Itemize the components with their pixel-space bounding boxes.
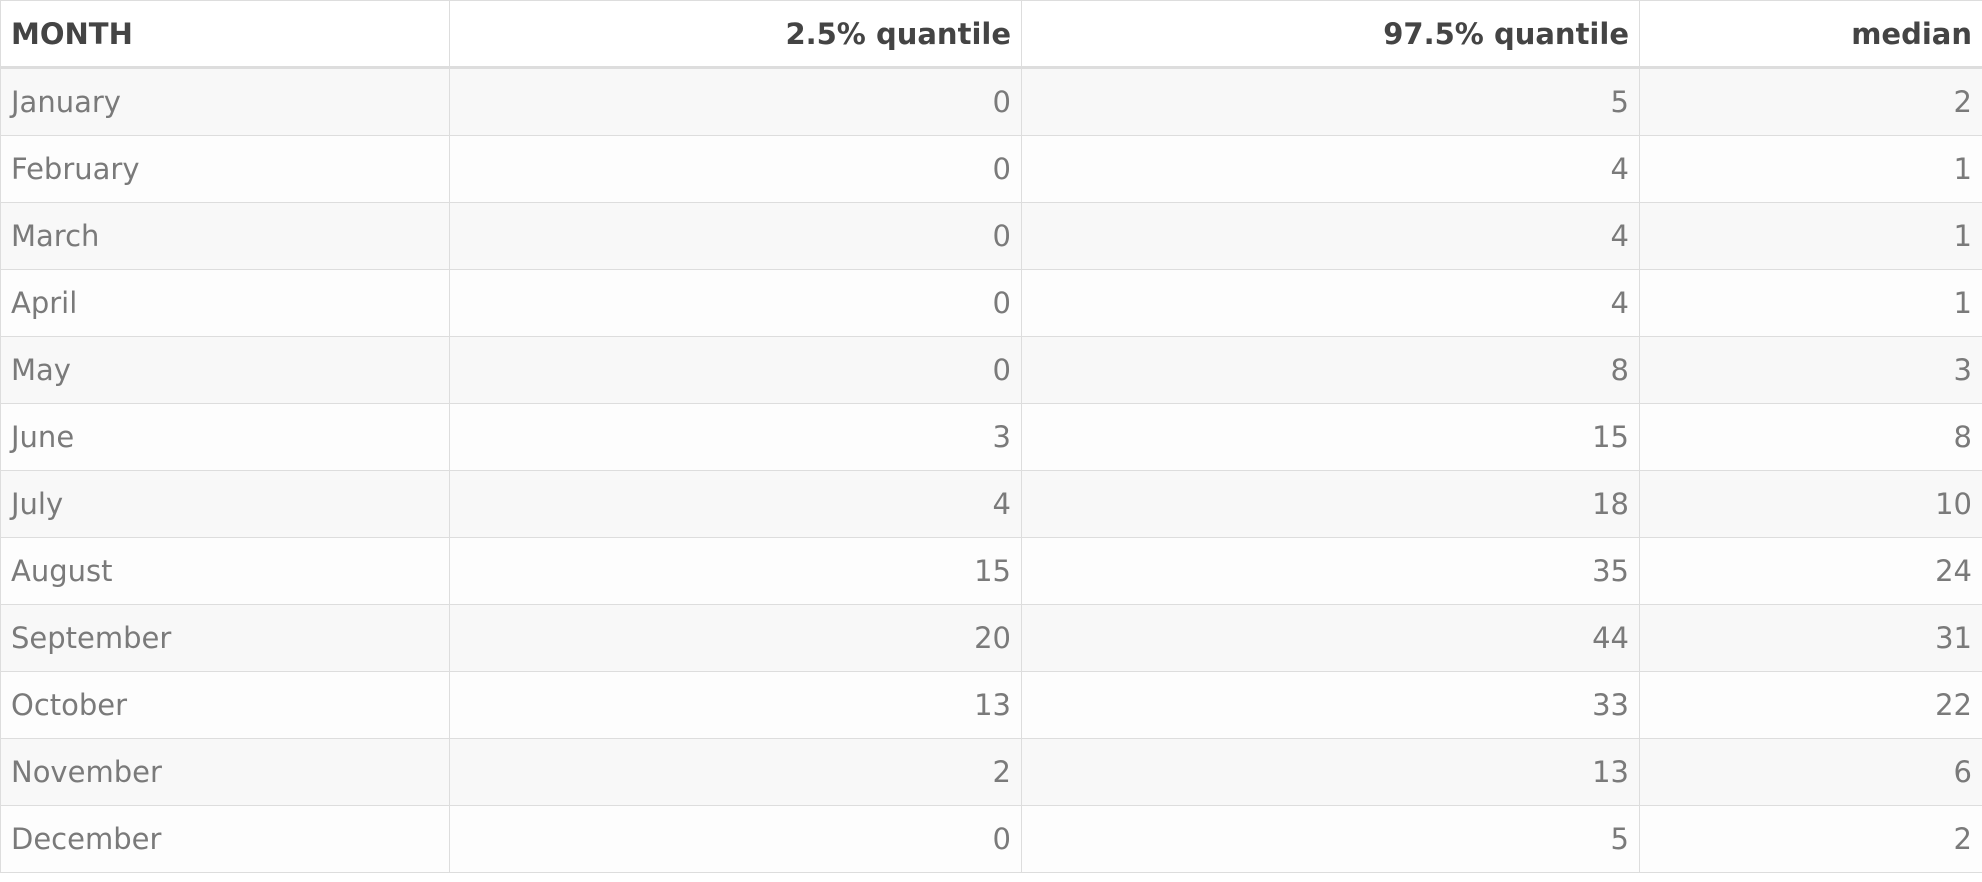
cell-q975: 4 (1021, 202, 1640, 270)
table-row: July 4 18 10 (0, 470, 1982, 538)
cell-q975: 44 (1021, 604, 1640, 672)
cell-q975: 35 (1021, 537, 1640, 605)
cell-month: April (0, 269, 450, 337)
cell-q975: 8 (1021, 336, 1640, 404)
table-row: January 0 5 2 (0, 67, 1982, 136)
cell-median: 22 (1639, 671, 1982, 739)
cell-median: 8 (1639, 403, 1982, 471)
cell-month: July (0, 470, 450, 538)
cell-median: 1 (1639, 269, 1982, 337)
cell-month: November (0, 738, 450, 806)
cell-q025: 0 (449, 269, 1022, 337)
cell-q025: 15 (449, 537, 1022, 605)
cell-median: 6 (1639, 738, 1982, 806)
cell-month: May (0, 336, 450, 404)
cell-q025: 20 (449, 604, 1022, 672)
cell-q025: 4 (449, 470, 1022, 538)
table-row: August 15 35 24 (0, 537, 1982, 605)
cell-median: 31 (1639, 604, 1982, 672)
cell-q975: 13 (1021, 738, 1640, 806)
cell-month: February (0, 135, 450, 203)
table-row: June 3 15 8 (0, 403, 1982, 471)
table-row: April 0 4 1 (0, 269, 1982, 337)
cell-q975: 4 (1021, 269, 1640, 337)
cell-median: 2 (1639, 67, 1982, 136)
header-q025[interactable]: 2.5% quantile (449, 0, 1022, 69)
cell-median: 2 (1639, 805, 1982, 873)
cell-q975: 15 (1021, 403, 1640, 471)
cell-median: 1 (1639, 202, 1982, 270)
cell-month: January (0, 67, 450, 136)
table-body: January 0 5 2 February 0 4 1 March 0 4 1 April 0 4 1 May… (0, 67, 1982, 873)
cell-q975: 4 (1021, 135, 1640, 203)
cell-q025: 0 (449, 67, 1022, 136)
cell-q975: 18 (1021, 470, 1640, 538)
cell-month: August (0, 537, 450, 605)
cell-month: December (0, 805, 450, 873)
cell-q025: 2 (449, 738, 1022, 806)
cell-q025: 3 (449, 403, 1022, 471)
cell-median: 1 (1639, 135, 1982, 203)
table-row: March 0 4 1 (0, 202, 1982, 270)
cell-month: October (0, 671, 450, 739)
cell-q025: 0 (449, 135, 1022, 203)
header-q975[interactable]: 97.5% quantile (1021, 0, 1640, 69)
header-median[interactable]: median (1639, 0, 1982, 69)
cell-q025: 0 (449, 336, 1022, 404)
table-row: October 13 33 22 (0, 671, 1982, 739)
cell-q025: 0 (449, 202, 1022, 270)
header-row: MONTH 2.5% quantile 97.5% quantile media… (0, 0, 1982, 69)
table-header: MONTH 2.5% quantile 97.5% quantile media… (0, 0, 1982, 69)
cell-q975: 33 (1021, 671, 1640, 739)
cell-month: September (0, 604, 450, 672)
table-row: September 20 44 31 (0, 604, 1982, 672)
cell-q975: 5 (1021, 67, 1640, 136)
cell-median: 10 (1639, 470, 1982, 538)
table-row: December 0 5 2 (0, 805, 1982, 873)
table-row: November 2 13 6 (0, 738, 1982, 806)
cell-median: 24 (1639, 537, 1982, 605)
table-row: May 0 8 3 (0, 336, 1982, 404)
table-row: February 0 4 1 (0, 135, 1982, 203)
cell-q025: 0 (449, 805, 1022, 873)
cell-q025: 13 (449, 671, 1022, 739)
cell-q975: 5 (1021, 805, 1640, 873)
cell-month: June (0, 403, 450, 471)
cell-median: 3 (1639, 336, 1982, 404)
cell-month: March (0, 202, 450, 270)
header-month[interactable]: MONTH (0, 0, 450, 69)
